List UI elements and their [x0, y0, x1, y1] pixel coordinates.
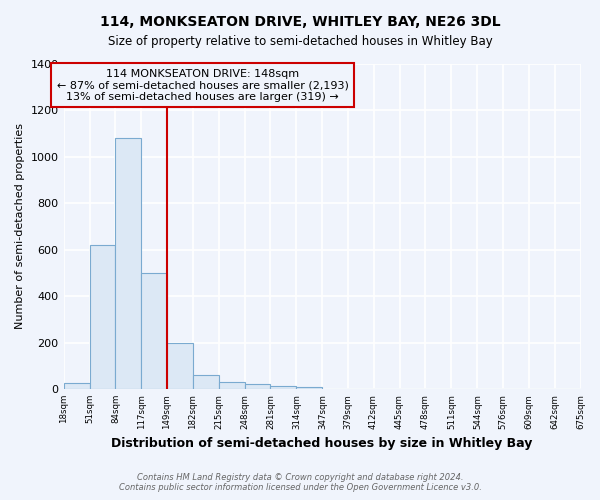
- Text: Contains HM Land Registry data © Crown copyright and database right 2024.
Contai: Contains HM Land Registry data © Crown c…: [119, 473, 481, 492]
- Bar: [64, 383, 89, 389]
- Bar: [167, 342, 193, 389]
- Text: 114, MONKSEATON DRIVE, WHITLEY BAY, NE26 3DL: 114, MONKSEATON DRIVE, WHITLEY BAY, NE26…: [100, 15, 500, 29]
- Bar: [296, 386, 322, 389]
- Text: 114 MONKSEATON DRIVE: 148sqm
← 87% of semi-detached houses are smaller (2,193)
1: 114 MONKSEATON DRIVE: 148sqm ← 87% of se…: [57, 68, 349, 102]
- Bar: [89, 245, 115, 389]
- Bar: [245, 384, 271, 389]
- Bar: [115, 138, 142, 389]
- Text: Size of property relative to semi-detached houses in Whitley Bay: Size of property relative to semi-detach…: [107, 35, 493, 48]
- X-axis label: Distribution of semi-detached houses by size in Whitley Bay: Distribution of semi-detached houses by …: [112, 437, 533, 450]
- Bar: [193, 374, 218, 389]
- Bar: [218, 382, 245, 389]
- Y-axis label: Number of semi-detached properties: Number of semi-detached properties: [15, 124, 25, 330]
- Bar: [271, 386, 296, 389]
- Bar: [142, 273, 167, 389]
